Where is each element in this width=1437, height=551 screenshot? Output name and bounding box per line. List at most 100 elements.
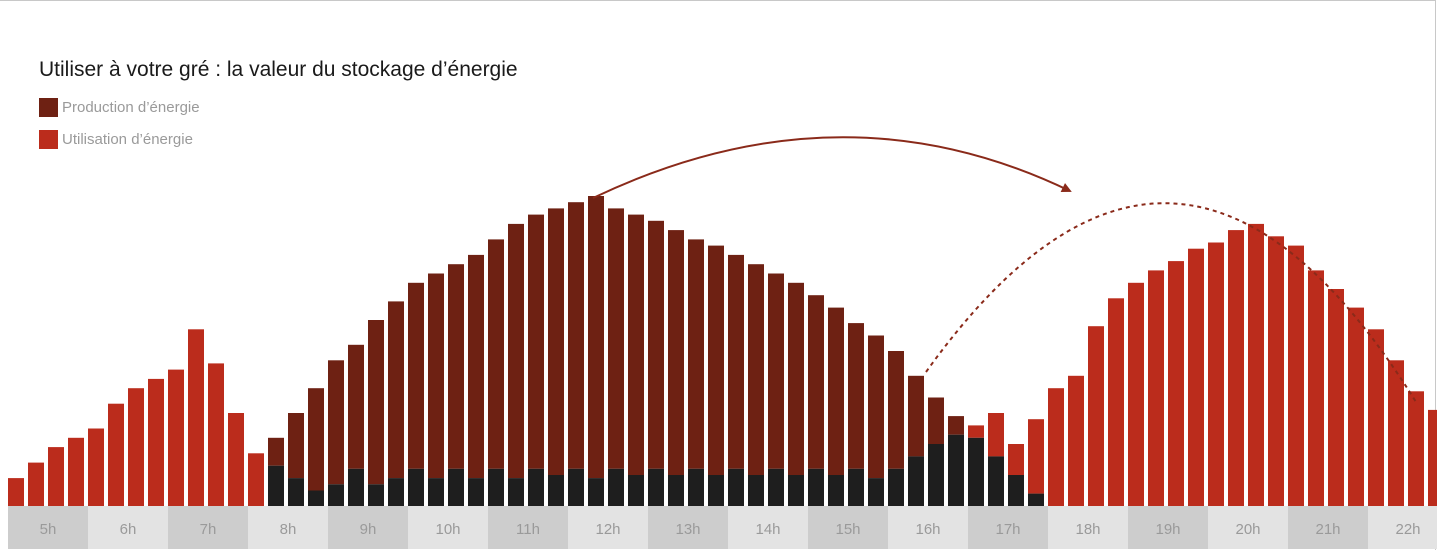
x-axis-block	[1048, 506, 1128, 549]
x-tick-label: 12h	[595, 521, 620, 538]
overlap-bar	[568, 468, 584, 506]
overlap-bar	[348, 468, 364, 506]
x-axis-block	[1368, 506, 1437, 549]
utilisation-bar	[1288, 245, 1304, 506]
overlap-bar	[388, 478, 404, 506]
x-tick-label: 6h	[120, 521, 137, 538]
chart-title: Utiliser à votre gré : la valeur du stoc…	[39, 58, 518, 81]
utilisation-bar	[88, 428, 104, 506]
overlap-bar	[828, 475, 844, 506]
production-bar	[868, 335, 884, 479]
utilisation-bar	[128, 388, 144, 506]
utilisation-bar	[8, 478, 24, 506]
x-tick-label: 16h	[915, 521, 940, 538]
x-tick-label: 7h	[200, 521, 217, 538]
overlap-bar	[608, 468, 624, 506]
production-bar	[628, 214, 644, 475]
production-bar	[388, 301, 404, 479]
utilisation-bar	[968, 425, 984, 438]
overlap-bar	[468, 478, 484, 506]
overlap-bar	[548, 475, 564, 506]
overlap-bar	[868, 478, 884, 506]
x-axis-block	[1288, 506, 1368, 549]
overlap-bar	[528, 468, 544, 506]
x-axis-block	[968, 506, 1048, 549]
production-bar	[468, 254, 484, 479]
x-axis-block	[328, 506, 408, 549]
production-bar	[348, 344, 364, 469]
overlap-bar	[1008, 475, 1024, 506]
x-tick-label: 19h	[1155, 521, 1180, 538]
utilisation-bar	[168, 369, 184, 506]
x-axis-block	[1208, 506, 1288, 549]
overlap-bar	[748, 475, 764, 506]
production-bar	[588, 196, 604, 479]
x-tick-label: 15h	[835, 521, 860, 538]
legend-label-production: Production d’énergie	[62, 99, 200, 116]
overlap-bar	[688, 468, 704, 506]
production-bar	[428, 273, 444, 479]
x-axis-block	[648, 506, 728, 549]
overlap-bar	[728, 468, 744, 506]
overlap-bar	[488, 468, 504, 506]
production-bar	[608, 208, 624, 469]
utilisation-bar	[28, 462, 44, 506]
utilisation-bar	[1368, 329, 1384, 506]
utilisation-bar	[1168, 261, 1184, 506]
utilisation-bar	[1028, 419, 1044, 494]
utilisation-bar	[1348, 307, 1364, 506]
x-tick-label: 20h	[1235, 521, 1260, 538]
overlap-bar	[308, 490, 324, 506]
utilisation-bar	[1408, 391, 1424, 506]
overlap-bar	[648, 468, 664, 506]
overlap-bar	[808, 468, 824, 506]
x-tick-label: 11h	[516, 521, 540, 538]
utilisation-bar	[1268, 236, 1284, 507]
production-bar	[308, 388, 324, 491]
production-bar	[668, 230, 684, 475]
utilisation-bar	[68, 437, 84, 506]
bars-layer	[8, 196, 1437, 507]
overlap-bar	[268, 465, 284, 506]
utilisation-bar	[1068, 375, 1084, 506]
utilisation-bar	[1328, 289, 1344, 506]
overlap-bar	[368, 484, 384, 506]
x-axis-block	[568, 506, 648, 549]
overlap-bar	[328, 484, 344, 506]
overlap-bar	[588, 478, 604, 506]
utilisation-bar	[1128, 282, 1144, 506]
overlap-bar	[408, 468, 424, 506]
overlap-bar	[848, 468, 864, 506]
x-tick-label: 8h	[280, 521, 297, 538]
production-bar	[688, 239, 704, 469]
x-tick-label: 18h	[1075, 521, 1100, 538]
storage-arc-dotted	[925, 202, 1417, 403]
utilisation-bar	[188, 329, 204, 506]
overlap-bar	[988, 456, 1004, 506]
utilisation-bar	[148, 378, 164, 506]
overlap-bar	[508, 478, 524, 506]
overlap-bar	[968, 437, 984, 506]
utilisation-bar	[48, 447, 64, 506]
x-axis-block	[808, 506, 888, 549]
utilisation-bar	[1228, 230, 1244, 506]
utilisation-bar	[1048, 388, 1064, 506]
production-bar	[808, 295, 824, 469]
overlap-bar	[428, 478, 444, 506]
utilisation-bar	[1008, 444, 1024, 475]
x-axis-block	[888, 506, 968, 549]
legend-swatch-production	[39, 98, 58, 117]
transfer-arrow	[592, 136, 1072, 199]
x-axis: 5h 6h 7h 8h 9h 10h 11h 12h 13h 14h 15h 16h 17h 18h 19h…	[8, 506, 1437, 549]
overlap-bar	[908, 456, 924, 506]
utilisation-bar	[1428, 409, 1437, 506]
production-bar	[648, 220, 664, 469]
utilisation-bar	[1148, 270, 1164, 506]
x-axis-block	[728, 506, 808, 549]
utilisation-bar	[988, 413, 1004, 457]
utilisation-bar	[248, 453, 264, 506]
production-bar	[728, 254, 744, 469]
utilisation-bar	[228, 413, 244, 506]
production-bar	[708, 245, 724, 475]
